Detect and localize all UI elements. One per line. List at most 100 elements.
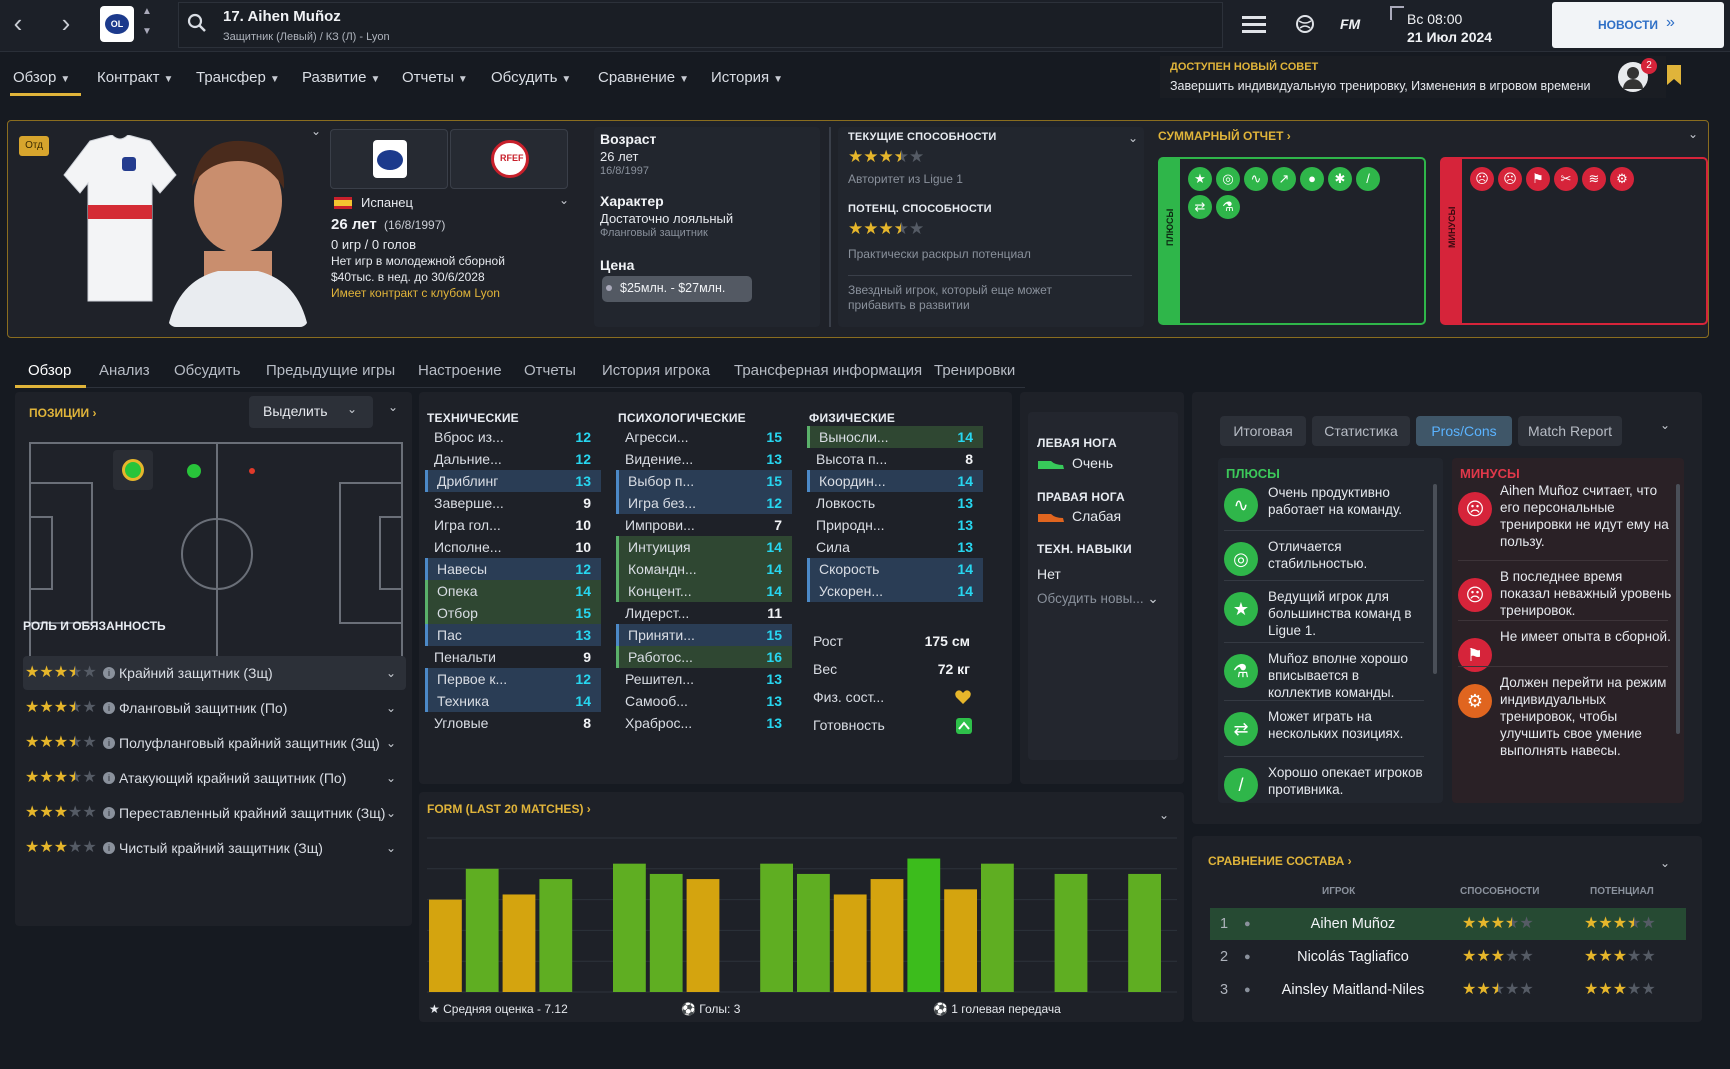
attribute-row[interactable]: Видение... 13: [625, 451, 782, 467]
positions-title-link[interactable]: ПОЗИЦИИ ›: [29, 406, 97, 420]
comparison-player-name[interactable]: Ainsley Maitland-Niles: [1281, 982, 1425, 998]
role-row[interactable]: ★★★★ ★ ★ i Крайний защитник (Зщ) ⌄: [23, 656, 406, 690]
attribute-row[interactable]: Сила 13: [816, 539, 973, 555]
nationality-chevron-icon[interactable]: ⌄: [559, 193, 570, 207]
info-icon[interactable]: i: [103, 842, 115, 854]
attribute-row[interactable]: Ускорен... 14: [807, 580, 983, 602]
role-chevron-icon[interactable]: ⌄: [385, 806, 396, 820]
comparison-player-name[interactable]: Aihen Muñoz: [1310, 916, 1396, 932]
position-wbl-marker[interactable]: [187, 464, 201, 478]
subtab-player-history[interactable]: История игрока: [602, 362, 711, 379]
subtab-analysis[interactable]: Анализ: [99, 362, 150, 379]
club-badge-lyon[interactable]: [330, 129, 448, 189]
comparison-row[interactable]: 2 ● Nicolás Tagliafico ★★★★★ ★★★★★: [1210, 941, 1686, 973]
position-ml-marker[interactable]: [249, 468, 255, 474]
attribute-row[interactable]: Скорость 14: [807, 558, 983, 580]
attribute-row[interactable]: Навесы 12: [425, 558, 601, 580]
form-bar-3[interactable]: [502, 894, 536, 992]
cons-summary-icon-2[interactable]: ⚑: [1526, 167, 1550, 191]
current-date[interactable]: 21 Июл 2024: [1407, 29, 1493, 45]
subtab-training[interactable]: Тренировки: [934, 362, 1016, 379]
attribute-row[interactable]: Интуиция 14: [616, 536, 792, 558]
attribute-row[interactable]: Техника 14: [425, 690, 601, 712]
national-team-badge-spain[interactable]: RFEF: [450, 129, 568, 189]
pros-summary-icon-1[interactable]: ◎: [1216, 167, 1240, 191]
cons-scrollbar[interactable]: [1676, 484, 1680, 734]
attribute-row[interactable]: Вброс из... 12: [434, 429, 591, 445]
form-bar-18[interactable]: [1054, 873, 1088, 992]
form-bar-15[interactable]: [944, 889, 977, 992]
contract-link[interactable]: Имеет контракт с клубом Lyon: [331, 286, 500, 300]
form-bar-16[interactable]: [981, 863, 1014, 992]
pros-summary-icon-0[interactable]: ★: [1188, 167, 1212, 191]
role-row[interactable]: ★★★★★ i Чистый крайний защитник (Зщ) ⌄: [23, 831, 406, 865]
pros-summary-icon-5[interactable]: ✱: [1328, 167, 1352, 191]
subtab-discuss[interactable]: Обсудить: [174, 362, 241, 379]
info-icon[interactable]: i: [103, 702, 115, 714]
highlight-select[interactable]: Выделить ⌄: [249, 396, 373, 428]
form-bar-8[interactable]: [686, 879, 720, 992]
info-icon[interactable]: i: [103, 807, 115, 819]
attribute-row[interactable]: Игра без... 12: [616, 492, 792, 514]
attribute-row[interactable]: Первое к... 12: [425, 668, 601, 690]
attribute-row[interactable]: Самооб... 13: [625, 693, 782, 709]
role-chevron-icon[interactable]: ⌄: [385, 841, 396, 855]
role-chevron-icon[interactable]: ⌄: [385, 666, 396, 680]
bookmark-icon[interactable]: [1666, 64, 1682, 86]
attribute-row[interactable]: Ловкость 13: [816, 495, 973, 511]
attribute-row[interactable]: Агресси... 15: [625, 429, 782, 445]
comparison-row[interactable]: 1 ● Aihen Muñoz ★★★★ ★ ★ ★★★★ ★ ★: [1210, 908, 1686, 940]
attribute-row[interactable]: Храброс... 13: [625, 715, 782, 731]
back-arrow-icon[interactable]: ‹: [13, 8, 23, 38]
fm-logo[interactable]: FM: [1340, 16, 1361, 32]
summary-chevron-icon[interactable]: ⌄: [1688, 127, 1699, 141]
form-bar-10[interactable]: [760, 863, 793, 992]
subtab-previous-games[interactable]: Предыдущие игры: [266, 362, 396, 379]
info-icon[interactable]: i: [103, 772, 115, 784]
menu-contract[interactable]: Контракт ▼: [97, 69, 174, 86]
form-bar-2[interactable]: [465, 868, 499, 992]
attribute-row[interactable]: Игра гол... 10: [434, 517, 591, 533]
attribute-row[interactable]: Природн... 13: [816, 517, 973, 533]
pros-summary-icon-8[interactable]: ⚗: [1216, 195, 1240, 219]
role-chevron-icon[interactable]: ⌄: [385, 736, 396, 750]
report-tab-match-report[interactable]: Match Report: [1518, 416, 1622, 446]
attribute-row[interactable]: Концент... 14: [616, 580, 792, 602]
attribute-row[interactable]: Пенальти 9: [434, 649, 591, 665]
comparison-collapse-icon[interactable]: ⌄: [1660, 856, 1671, 870]
role-chevron-icon[interactable]: ⌄: [385, 771, 396, 785]
attribute-row[interactable]: Исполне... 10: [434, 539, 591, 555]
attribute-row[interactable]: Импрови... 7: [625, 517, 782, 533]
attribute-row[interactable]: Отбор 15: [425, 602, 601, 624]
menu-transfer[interactable]: Трансфер ▼: [196, 69, 280, 86]
attribute-row[interactable]: Выносли... 14: [807, 426, 983, 448]
form-bar-4[interactable]: [539, 879, 573, 992]
menu-history[interactable]: История ▼: [711, 69, 784, 86]
form-bar-12[interactable]: [833, 894, 867, 992]
menu-reports[interactable]: Отчеты ▼: [402, 69, 468, 86]
globe-icon[interactable]: [1294, 13, 1316, 35]
pros-summary-icon-6[interactable]: /: [1356, 167, 1380, 191]
report-tab-stats[interactable]: Статистика: [1312, 416, 1410, 446]
pros-summary-icon-3[interactable]: ↗: [1272, 167, 1296, 191]
position-dl-selected[interactable]: [113, 450, 153, 490]
role-row[interactable]: ★★★★ ★ ★ i Фланговый защитник (По) ⌄: [23, 691, 406, 725]
attribute-row[interactable]: Координ... 14: [807, 470, 983, 492]
role-chevron-icon[interactable]: ⌄: [385, 701, 396, 715]
pros-summary-icon-7[interactable]: ⇄: [1188, 195, 1212, 219]
attribute-row[interactable]: Угловые 8: [434, 715, 591, 731]
form-bar-13[interactable]: [870, 879, 904, 992]
form-bar-6[interactable]: [613, 863, 646, 992]
form-bar-14[interactable]: [907, 858, 941, 992]
cons-summary-icon-3[interactable]: ✂: [1554, 167, 1578, 191]
current-day-time[interactable]: Вс 08:00: [1407, 11, 1463, 27]
menu-development[interactable]: Развитие ▼: [302, 69, 381, 86]
form-bar-1[interactable]: [429, 899, 462, 992]
positions-collapse-icon[interactable]: ⌄: [388, 400, 399, 414]
attribute-row[interactable]: Командн... 14: [616, 558, 792, 580]
comparison-player-name[interactable]: Nicolás Tagliafico: [1297, 949, 1409, 965]
attribute-row[interactable]: Приняти... 15: [616, 624, 792, 646]
squad-comparison-link[interactable]: СРАВНЕНИЕ СОСТАВА ›: [1208, 854, 1352, 868]
attribute-row[interactable]: Высота п... 8: [816, 451, 973, 467]
pros-summary-icon-2[interactable]: ∿: [1244, 167, 1268, 191]
